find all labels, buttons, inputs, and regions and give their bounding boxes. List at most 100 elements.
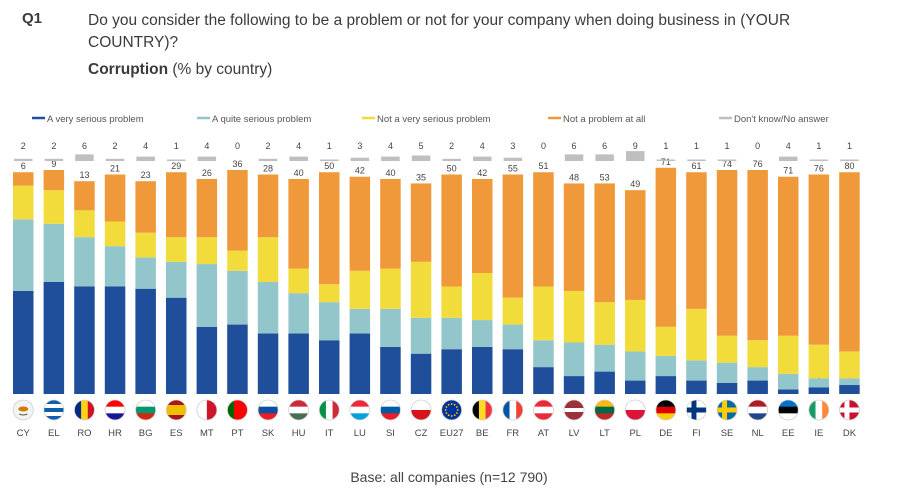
data-label: 4 bbox=[204, 141, 209, 151]
bar-segment bbox=[717, 159, 737, 161]
bar-segment bbox=[135, 232, 156, 258]
data-label: 40 bbox=[294, 168, 304, 178]
data-label: 4 bbox=[786, 141, 791, 151]
bar-segment bbox=[686, 308, 707, 361]
data-label: 40 bbox=[385, 168, 395, 178]
bar-segment bbox=[349, 176, 371, 271]
data-label: 6 bbox=[602, 141, 607, 151]
flag-outline bbox=[349, 399, 371, 421]
data-label: 49 bbox=[630, 179, 640, 189]
data-label: 9 bbox=[51, 159, 56, 169]
flag-icon bbox=[533, 400, 554, 420]
bar-segment bbox=[288, 293, 309, 334]
bar-segment bbox=[349, 333, 371, 394]
bar-segment bbox=[196, 178, 218, 238]
x-tick-label: EL bbox=[48, 428, 60, 439]
data-label: 2 bbox=[21, 141, 26, 151]
bar-segment bbox=[257, 174, 279, 238]
flag-outline bbox=[135, 399, 157, 421]
bar-segment bbox=[196, 264, 218, 327]
bar-segment bbox=[533, 172, 554, 287]
chart-subtitle: Corruption (% by country) bbox=[88, 61, 272, 79]
flag-outline bbox=[288, 399, 310, 421]
data-label: 1 bbox=[847, 141, 852, 151]
bar-segment bbox=[503, 157, 523, 161]
bar-segment bbox=[779, 156, 798, 161]
flag-icon bbox=[166, 400, 187, 420]
bar-segment bbox=[686, 172, 707, 309]
bar-segment bbox=[472, 346, 493, 394]
chart-legend: A very serious problem A quite serious pr… bbox=[32, 114, 829, 125]
bar-segment bbox=[13, 219, 34, 291]
bar-segment bbox=[563, 183, 585, 291]
bar-segment bbox=[166, 172, 187, 238]
bar-segment bbox=[655, 355, 677, 377]
bar-segment bbox=[778, 176, 799, 336]
flag-icon bbox=[135, 400, 156, 420]
flag-outline bbox=[380, 399, 401, 421]
bar-segment bbox=[594, 371, 615, 394]
bar-segment bbox=[716, 335, 738, 363]
flag-icon bbox=[717, 400, 738, 420]
data-label: 42 bbox=[477, 168, 487, 178]
bar-segment bbox=[472, 273, 493, 321]
data-label: 42 bbox=[355, 166, 365, 176]
bar-segment bbox=[288, 333, 309, 394]
flag-icon bbox=[778, 400, 799, 420]
data-label: 4 bbox=[296, 141, 301, 151]
bar-segment bbox=[839, 378, 860, 386]
bar-segment bbox=[14, 158, 33, 161]
bar-segment bbox=[135, 181, 156, 233]
data-label: 48 bbox=[569, 172, 579, 182]
bar-segment bbox=[43, 190, 65, 224]
data-label: 1 bbox=[816, 141, 821, 151]
bar-segment bbox=[74, 210, 95, 238]
data-label: 71 bbox=[661, 157, 671, 167]
bar-segment bbox=[104, 246, 126, 287]
bar-segment bbox=[380, 178, 401, 269]
data-label: 53 bbox=[600, 172, 610, 182]
question-number: Q1 bbox=[22, 10, 43, 27]
bar-segment bbox=[656, 159, 676, 161]
bar-segment bbox=[257, 333, 279, 394]
bar-segment bbox=[320, 159, 339, 161]
bar-segment bbox=[686, 380, 707, 394]
bar-segment bbox=[410, 261, 432, 318]
flag-icon bbox=[472, 400, 493, 420]
x-tick-label: BG bbox=[139, 428, 153, 439]
flag-outline bbox=[165, 399, 187, 421]
bar-segment bbox=[257, 237, 279, 282]
data-label: 29 bbox=[171, 161, 181, 171]
bar-segment bbox=[472, 320, 493, 347]
bar-segment bbox=[563, 290, 585, 343]
flag-icon bbox=[349, 400, 370, 420]
x-tick-label: EU27 bbox=[440, 428, 464, 439]
data-label: 50 bbox=[447, 163, 457, 173]
flag-outline bbox=[533, 399, 554, 421]
x-tick-label: MT bbox=[200, 428, 214, 439]
flag-icon bbox=[105, 400, 126, 420]
flag-outline bbox=[747, 399, 769, 421]
bar-segment bbox=[43, 223, 65, 282]
x-tick-label: PT bbox=[231, 428, 243, 439]
bar-segment bbox=[655, 167, 677, 327]
flag-icon bbox=[441, 400, 462, 420]
legend-label: Don't know/No answer bbox=[734, 114, 829, 125]
bar-segment bbox=[257, 282, 279, 334]
bar-segment bbox=[13, 185, 34, 220]
flag-icon bbox=[747, 400, 768, 420]
base-note: Base: all companies (n=12 790) bbox=[350, 469, 548, 485]
bar-segment bbox=[473, 156, 492, 161]
subtitle-topic: Corruption bbox=[88, 61, 169, 78]
bar-segment bbox=[288, 268, 309, 294]
data-label: 0 bbox=[541, 141, 546, 151]
data-label: 26 bbox=[202, 168, 212, 178]
flag-icon bbox=[196, 400, 217, 420]
data-label: 23 bbox=[141, 170, 151, 180]
flag-outline bbox=[12, 399, 34, 421]
legend-label: Not a problem at all bbox=[563, 114, 645, 125]
bar-segment bbox=[349, 308, 371, 334]
bar-segment bbox=[319, 284, 340, 303]
bar-segment bbox=[563, 342, 585, 377]
flag-outline bbox=[686, 399, 707, 421]
